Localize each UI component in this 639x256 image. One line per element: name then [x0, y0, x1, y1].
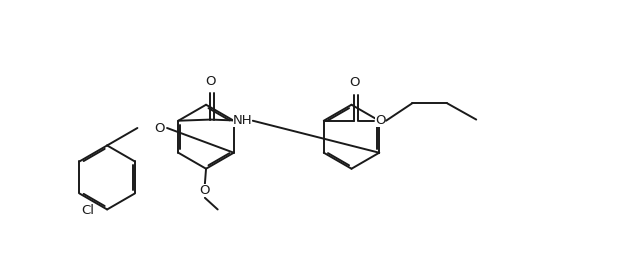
Text: O: O: [205, 74, 215, 88]
Text: O: O: [349, 76, 359, 89]
Text: O: O: [375, 114, 385, 127]
Text: O: O: [154, 122, 165, 134]
Text: O: O: [199, 184, 210, 197]
Text: NH: NH: [233, 114, 252, 127]
Text: Cl: Cl: [81, 204, 95, 217]
